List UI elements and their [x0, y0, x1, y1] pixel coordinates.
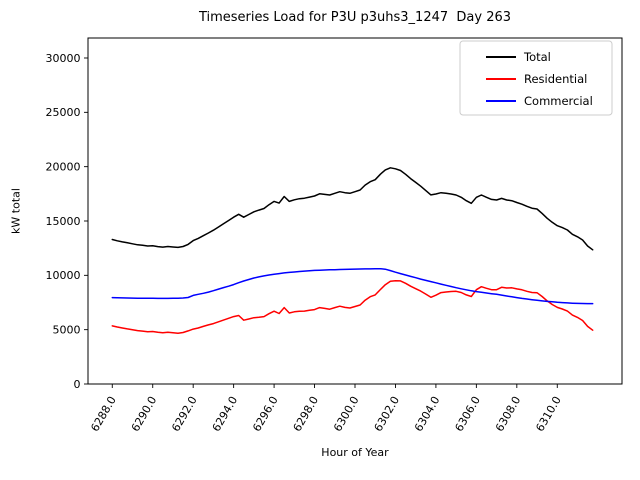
- x-axis-label: Hour of Year: [321, 446, 389, 459]
- legend-label-commercial: Commercial: [524, 94, 593, 108]
- residential-line: [111, 279, 594, 334]
- legend-label-total: Total: [523, 50, 551, 64]
- total-line: [111, 167, 594, 251]
- x-tick-label: 6290.0: [129, 394, 160, 434]
- x-tick-label: 6306.0: [452, 394, 483, 434]
- x-tick-label: 6300.0: [331, 394, 362, 434]
- y-tick-label: 15000: [46, 215, 81, 228]
- y-tick-label: 0: [74, 378, 81, 391]
- x-tick-label: 6294.0: [210, 394, 241, 434]
- legend: Total Residential Commercial: [459, 40, 613, 116]
- x-tick-label: 6308.0: [493, 394, 524, 434]
- x-tick-label: 6296.0: [250, 394, 281, 434]
- y-tick-label: 30000: [46, 52, 81, 65]
- y-tick-label: 5000: [53, 323, 81, 336]
- series-lines: [111, 167, 594, 334]
- chart-title: Timeseries Load for P3U p3uhs3_1247 Day …: [198, 10, 512, 25]
- y-tick-label: 25000: [46, 106, 81, 119]
- legend-label-residential: Residential: [524, 72, 587, 86]
- x-tick-label: 6292.0: [169, 394, 200, 434]
- x-tick-label: 6310.0: [533, 394, 564, 434]
- plot-border: [87, 37, 623, 385]
- legend-box: [459, 40, 613, 116]
- x-tick-label: 6288.0: [88, 394, 119, 434]
- x-tick-label: 6302.0: [372, 394, 403, 434]
- y-tick-label: 10000: [46, 269, 81, 282]
- x-tick-label: 6298.0: [291, 394, 322, 434]
- y-tick-label: 20000: [46, 160, 81, 173]
- x-tick-label: 6304.0: [412, 394, 443, 434]
- commercial-line: [111, 267, 594, 305]
